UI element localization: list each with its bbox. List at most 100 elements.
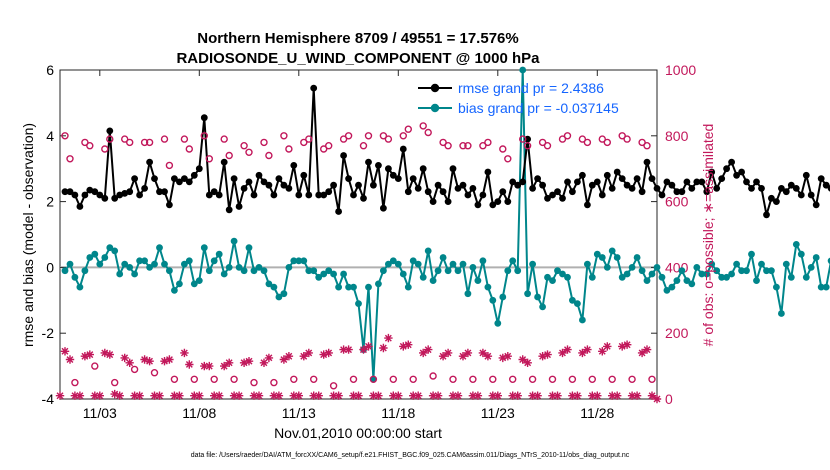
assimilated-obs-point	[309, 391, 318, 400]
rmse-point	[61, 188, 69, 196]
assimilated-obs-point	[55, 391, 65, 400]
bias-point	[564, 273, 571, 281]
bias-point	[628, 264, 636, 271]
rmse-point	[529, 185, 536, 192]
bias-point	[787, 273, 795, 281]
y-axis-label: rmse and bias (model - observation)	[20, 123, 36, 347]
bias-point	[136, 257, 144, 265]
assimilated-obs-point	[448, 391, 458, 400]
bias-point	[554, 267, 561, 275]
bias-point	[171, 287, 178, 294]
bias-point	[494, 319, 502, 327]
bias-point	[658, 273, 666, 281]
possible-obs-point	[245, 148, 253, 157]
possible-obs-point	[419, 122, 427, 130]
bias-point	[91, 250, 99, 258]
bias-point	[773, 283, 780, 291]
rmse-point	[255, 171, 263, 179]
bias-point	[768, 267, 775, 275]
bias-point	[748, 250, 755, 258]
assimilated-obs-point	[155, 391, 164, 400]
bias-point	[504, 267, 512, 275]
assimilated-obs-point	[414, 391, 423, 400]
possible-obs-point	[160, 135, 169, 143]
possible-obs-point	[270, 378, 278, 387]
bias-point	[320, 270, 328, 278]
rmse-point	[499, 188, 507, 196]
rmse-point	[797, 191, 805, 199]
chart-title: Northern Hemisphere 8709 / 49551 = 17.57…	[197, 30, 518, 47]
bias-point	[385, 260, 392, 268]
rmse-point	[385, 165, 392, 173]
rmse-point	[424, 188, 432, 196]
rmse-point	[638, 188, 646, 196]
possible-obs-point	[190, 375, 199, 383]
rmse-point	[588, 181, 596, 189]
possible-obs-point	[469, 375, 477, 383]
rmse-point	[365, 158, 372, 166]
y-right-tick-label: 0	[665, 391, 673, 407]
possible-obs-point	[489, 375, 497, 383]
bias-point	[489, 296, 497, 304]
possible-obs-point	[528, 375, 537, 383]
bias-point	[638, 267, 646, 275]
bias-point	[802, 273, 810, 281]
bias-point	[688, 280, 696, 288]
bias-point	[673, 277, 681, 284]
assimilated-obs-point	[80, 352, 90, 361]
assimilated-obs-point	[264, 353, 274, 363]
bias-point	[270, 283, 278, 291]
assimilated-obs-point	[75, 391, 85, 400]
rmse-point	[564, 178, 571, 186]
possible-obs-point	[61, 132, 69, 140]
bias-point	[633, 254, 641, 261]
rmse-point	[469, 185, 477, 192]
rmse-point	[176, 178, 183, 186]
bias-point	[484, 283, 492, 291]
rmse-point	[265, 181, 273, 189]
rmse-point	[245, 178, 253, 186]
rmse-point	[404, 188, 412, 196]
rmse-point	[66, 188, 74, 196]
possible-obs-point	[563, 132, 572, 140]
possible-obs-point	[165, 161, 174, 170]
legend-rmse-marker	[430, 83, 440, 93]
bias-point	[375, 280, 382, 288]
bias-point	[653, 264, 661, 271]
y-right-tick-label: 1000	[665, 62, 696, 78]
bias-point	[643, 277, 651, 284]
bias-point	[131, 270, 139, 278]
assimilated-obs-point	[642, 345, 652, 354]
assimilated-obs-point	[65, 355, 75, 364]
bias-point	[280, 290, 288, 298]
rmse-point	[643, 158, 651, 166]
legend: rmse grand pr = 2.4386 bias grand pr = -…	[418, 80, 619, 116]
assimilated-obs-point	[185, 360, 194, 369]
possible-obs-point	[349, 375, 358, 383]
assimilated-obs-point	[424, 345, 433, 354]
rmse-point	[360, 194, 367, 202]
possible-obs-point	[300, 138, 308, 147]
rmse-point	[758, 185, 765, 192]
x-tick-label: 11/13	[282, 405, 316, 421]
possible-obs-point	[369, 375, 378, 383]
assimilated-obs-point	[195, 391, 204, 400]
bias-point	[394, 260, 402, 268]
possible-obs-point	[344, 132, 353, 140]
assimilated-obs-point	[553, 391, 562, 400]
assimilated-obs-point	[220, 361, 229, 371]
assimilated-obs-point	[339, 345, 348, 354]
possible-obs-point	[130, 365, 139, 374]
assimilated-obs-point	[344, 345, 353, 354]
assimilated-obs-point	[618, 342, 627, 351]
rmse-point	[768, 194, 775, 202]
bias-point	[210, 257, 218, 265]
possible-obs-point	[399, 132, 407, 140]
rmse-point	[280, 181, 288, 189]
bias-point	[380, 267, 387, 275]
rmse-point	[668, 181, 676, 189]
rmse-point	[380, 204, 387, 212]
assimilated-obs-point	[588, 391, 597, 400]
bias-point	[315, 273, 323, 281]
rmse-point	[106, 127, 114, 135]
